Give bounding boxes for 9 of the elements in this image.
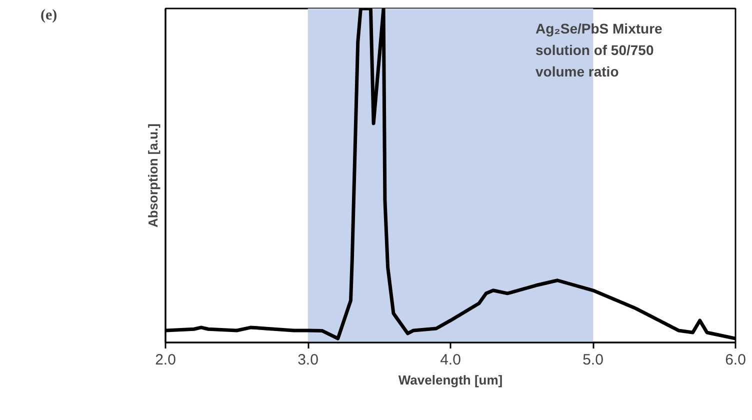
y-axis-title: Absorption [a.u.] (146, 123, 160, 228)
x-tick-label: 2.0 (155, 352, 176, 368)
x-tick-label: 4.0 (440, 352, 461, 368)
x-tick-label: 3.0 (298, 352, 318, 368)
x-axis-title: Wavelength [um] (398, 372, 503, 388)
x-tick-label: 6.0 (725, 352, 746, 368)
text: (e) (40, 8, 58, 24)
annotation: Ag₂Se/PbS Mixture solution of 50/750 volume ratio (536, 20, 663, 80)
x-tick-label: 5.0 (582, 352, 604, 368)
